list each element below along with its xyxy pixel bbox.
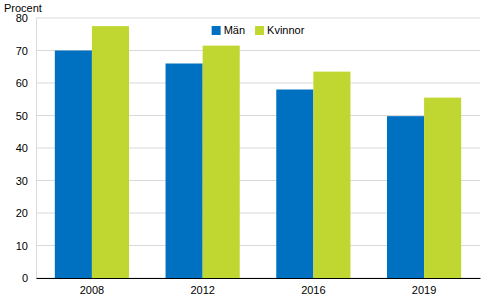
y-tick-label: 0 bbox=[22, 272, 28, 284]
bar bbox=[313, 72, 350, 278]
bars bbox=[55, 26, 461, 278]
y-tick: 70 bbox=[16, 45, 36, 57]
y-axis: 01020304050607080 bbox=[16, 12, 37, 284]
x-axis: 2008 2012 2016 2019 bbox=[37, 278, 481, 296]
bar bbox=[203, 46, 240, 278]
legend-label: Män bbox=[224, 24, 245, 36]
y-tick-label: 40 bbox=[16, 142, 28, 154]
grid bbox=[36, 18, 480, 278]
y-tick: 10 bbox=[16, 240, 36, 252]
y-axis-line bbox=[36, 19, 37, 279]
y-tick: 50 bbox=[16, 110, 36, 122]
x-tick-label: 2016 bbox=[301, 284, 325, 296]
x-tick: 2012 bbox=[190, 278, 214, 296]
y-tick-label: 10 bbox=[16, 240, 28, 252]
legend-label: Kvinnor bbox=[267, 24, 305, 36]
x-tick: 2016 bbox=[301, 278, 325, 296]
x-tick-label: 2008 bbox=[80, 284, 104, 296]
legend-item: Kvinnor bbox=[255, 24, 305, 36]
grid-line bbox=[36, 18, 480, 19]
bar bbox=[166, 64, 203, 279]
series bbox=[92, 26, 461, 278]
plot: 010203040506070802008201220162019 bbox=[16, 12, 481, 296]
legend-swatch bbox=[212, 26, 221, 35]
y-tick-label: 20 bbox=[16, 207, 28, 219]
x-tick-label: 2012 bbox=[190, 284, 214, 296]
x-tick: 2019 bbox=[412, 278, 436, 296]
y-tick: 40 bbox=[16, 142, 36, 154]
legend-item: Män bbox=[212, 24, 245, 36]
y-tick-label: 70 bbox=[16, 45, 28, 57]
bar bbox=[276, 90, 313, 279]
chart: 010203040506070802008201220162019Procent… bbox=[0, 0, 491, 302]
bar bbox=[55, 51, 92, 279]
x-axis-line bbox=[37, 278, 481, 279]
bar bbox=[424, 98, 461, 278]
y-axis-title: Procent bbox=[4, 2, 42, 14]
y-tick: 0 bbox=[22, 272, 36, 284]
legend-swatch bbox=[255, 26, 264, 35]
y-tick: 20 bbox=[16, 207, 36, 219]
bar bbox=[387, 116, 424, 278]
y-tick-label: 30 bbox=[16, 175, 28, 187]
x-tick: 2008 bbox=[80, 278, 104, 296]
x-tick-label: 2019 bbox=[412, 284, 436, 296]
y-tick-label: 50 bbox=[16, 110, 28, 122]
bar bbox=[92, 26, 129, 278]
y-tick-label: 60 bbox=[16, 77, 28, 89]
legend: Män Kvinnor bbox=[212, 24, 305, 36]
y-tick: 60 bbox=[16, 77, 36, 89]
y-tick: 30 bbox=[16, 175, 36, 187]
